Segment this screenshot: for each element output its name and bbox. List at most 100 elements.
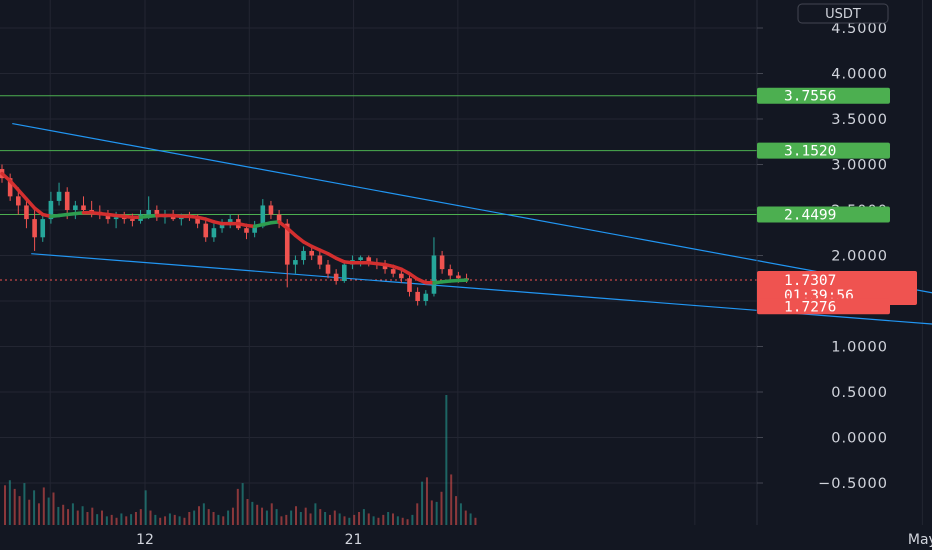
volume-bar (362, 509, 365, 525)
price-level-tag-label: 3.1520 (784, 144, 836, 160)
horizontal-levels[interactable] (0, 95, 757, 281)
volume-bar (261, 507, 264, 525)
trend-lines[interactable] (12, 122, 932, 341)
price-tick-label: 0.0000 (831, 431, 888, 447)
volume-bar (105, 516, 108, 525)
trend-line[interactable] (12, 122, 932, 333)
unit-label: USDT (825, 7, 861, 22)
volume-bar (416, 503, 419, 525)
volume-bar (159, 517, 162, 525)
candle-body[interactable] (390, 269, 396, 274)
candle-body[interactable] (16, 196, 21, 206)
candle-body[interactable] (439, 255, 445, 270)
volume-bar (115, 517, 118, 525)
volume-bar (130, 514, 133, 525)
candle-body[interactable] (284, 223, 290, 265)
candle-body[interactable] (219, 223, 225, 229)
volume-bar (96, 514, 99, 525)
candle-body[interactable] (113, 217, 119, 220)
volume-bar (110, 514, 113, 525)
candle-body[interactable] (146, 210, 151, 215)
candle-body[interactable] (333, 273, 339, 281)
price-level-tag (757, 87, 890, 104)
candle-body[interactable] (227, 219, 233, 224)
volume-bar (13, 488, 16, 525)
price-level-tag-label: 3.7556 (784, 89, 836, 105)
volume-bar (358, 512, 361, 525)
volume-bar (231, 507, 234, 525)
candle-body[interactable] (317, 255, 323, 265)
ma-price-tag (757, 298, 890, 315)
candle-body[interactable] (195, 217, 200, 224)
candle-body[interactable] (203, 223, 209, 238)
price-level-tag (757, 206, 890, 223)
candle-body[interactable] (48, 200, 54, 220)
volume-bar (246, 499, 249, 525)
candle-body[interactable] (407, 278, 412, 292)
volume-bar (67, 509, 70, 525)
volume-bar (23, 483, 26, 525)
volume-bar (227, 510, 230, 525)
candle-body[interactable] (252, 226, 257, 233)
volume-bar (120, 513, 123, 525)
candle-body[interactable] (89, 210, 94, 212)
candle-body[interactable] (260, 205, 266, 227)
candle-body[interactable] (211, 228, 217, 238)
trend-line[interactable] (31, 253, 932, 341)
candle-body[interactable] (154, 210, 160, 218)
volume-bar (236, 488, 239, 525)
candle-body[interactable] (399, 273, 404, 279)
candle-body[interactable] (276, 214, 282, 224)
volume-bar (28, 499, 31, 525)
candle-body[interactable] (105, 214, 111, 220)
candle-body[interactable] (81, 205, 86, 210)
candle-body[interactable] (244, 228, 249, 233)
candle-body[interactable] (293, 260, 298, 265)
candle-body[interactable] (73, 205, 78, 210)
unit-selector-frame[interactable] (797, 3, 889, 24)
candle-body[interactable] (342, 264, 347, 281)
candle-body[interactable] (301, 250, 306, 261)
candle-body[interactable] (358, 257, 363, 261)
volume-bar (71, 503, 74, 525)
candle-body[interactable] (7, 178, 13, 197)
moving-average-segment (285, 226, 298, 238)
candle-body[interactable] (130, 219, 135, 221)
unit-selector[interactable]: USDT (797, 3, 889, 24)
candle-body[interactable] (423, 293, 429, 301)
volume-bar (421, 481, 424, 525)
candle-body[interactable] (325, 264, 331, 274)
volume-bar (18, 496, 21, 525)
volume-bar (285, 514, 288, 525)
volume-bar (328, 514, 331, 525)
candle-body[interactable] (456, 275, 461, 279)
candle-body[interactable] (121, 217, 127, 220)
candle-body[interactable] (40, 219, 46, 238)
volume-bar (299, 512, 302, 525)
candle-body[interactable] (309, 250, 314, 256)
volume-bar (435, 501, 438, 525)
candle-body[interactable] (56, 191, 62, 201)
candle-body[interactable] (366, 257, 372, 263)
volume-bar (139, 509, 142, 525)
volume-bar (202, 503, 205, 525)
candle-body[interactable] (382, 264, 388, 270)
candle-body[interactable] (32, 219, 37, 238)
volume-bar (217, 514, 220, 525)
moving-average (0, 171, 469, 285)
time-axis[interactable]: 12 21 May (136, 532, 932, 548)
candle-body[interactable] (431, 255, 437, 294)
volume-bar (33, 490, 36, 525)
candle-body[interactable] (447, 269, 453, 276)
moving-average-segment (16, 188, 29, 201)
volume-bar (265, 510, 268, 525)
candle-body[interactable] (64, 191, 70, 210)
volume-bar (173, 514, 176, 525)
candle-body[interactable] (24, 205, 29, 220)
volume-bar (37, 503, 40, 525)
volume-bar (450, 474, 453, 525)
candle-body[interactable] (268, 205, 274, 215)
candle-body[interactable] (415, 291, 420, 301)
price-axis[interactable]: 4.50004.00003.50003.00002.50002.00001.50… (757, 21, 888, 492)
